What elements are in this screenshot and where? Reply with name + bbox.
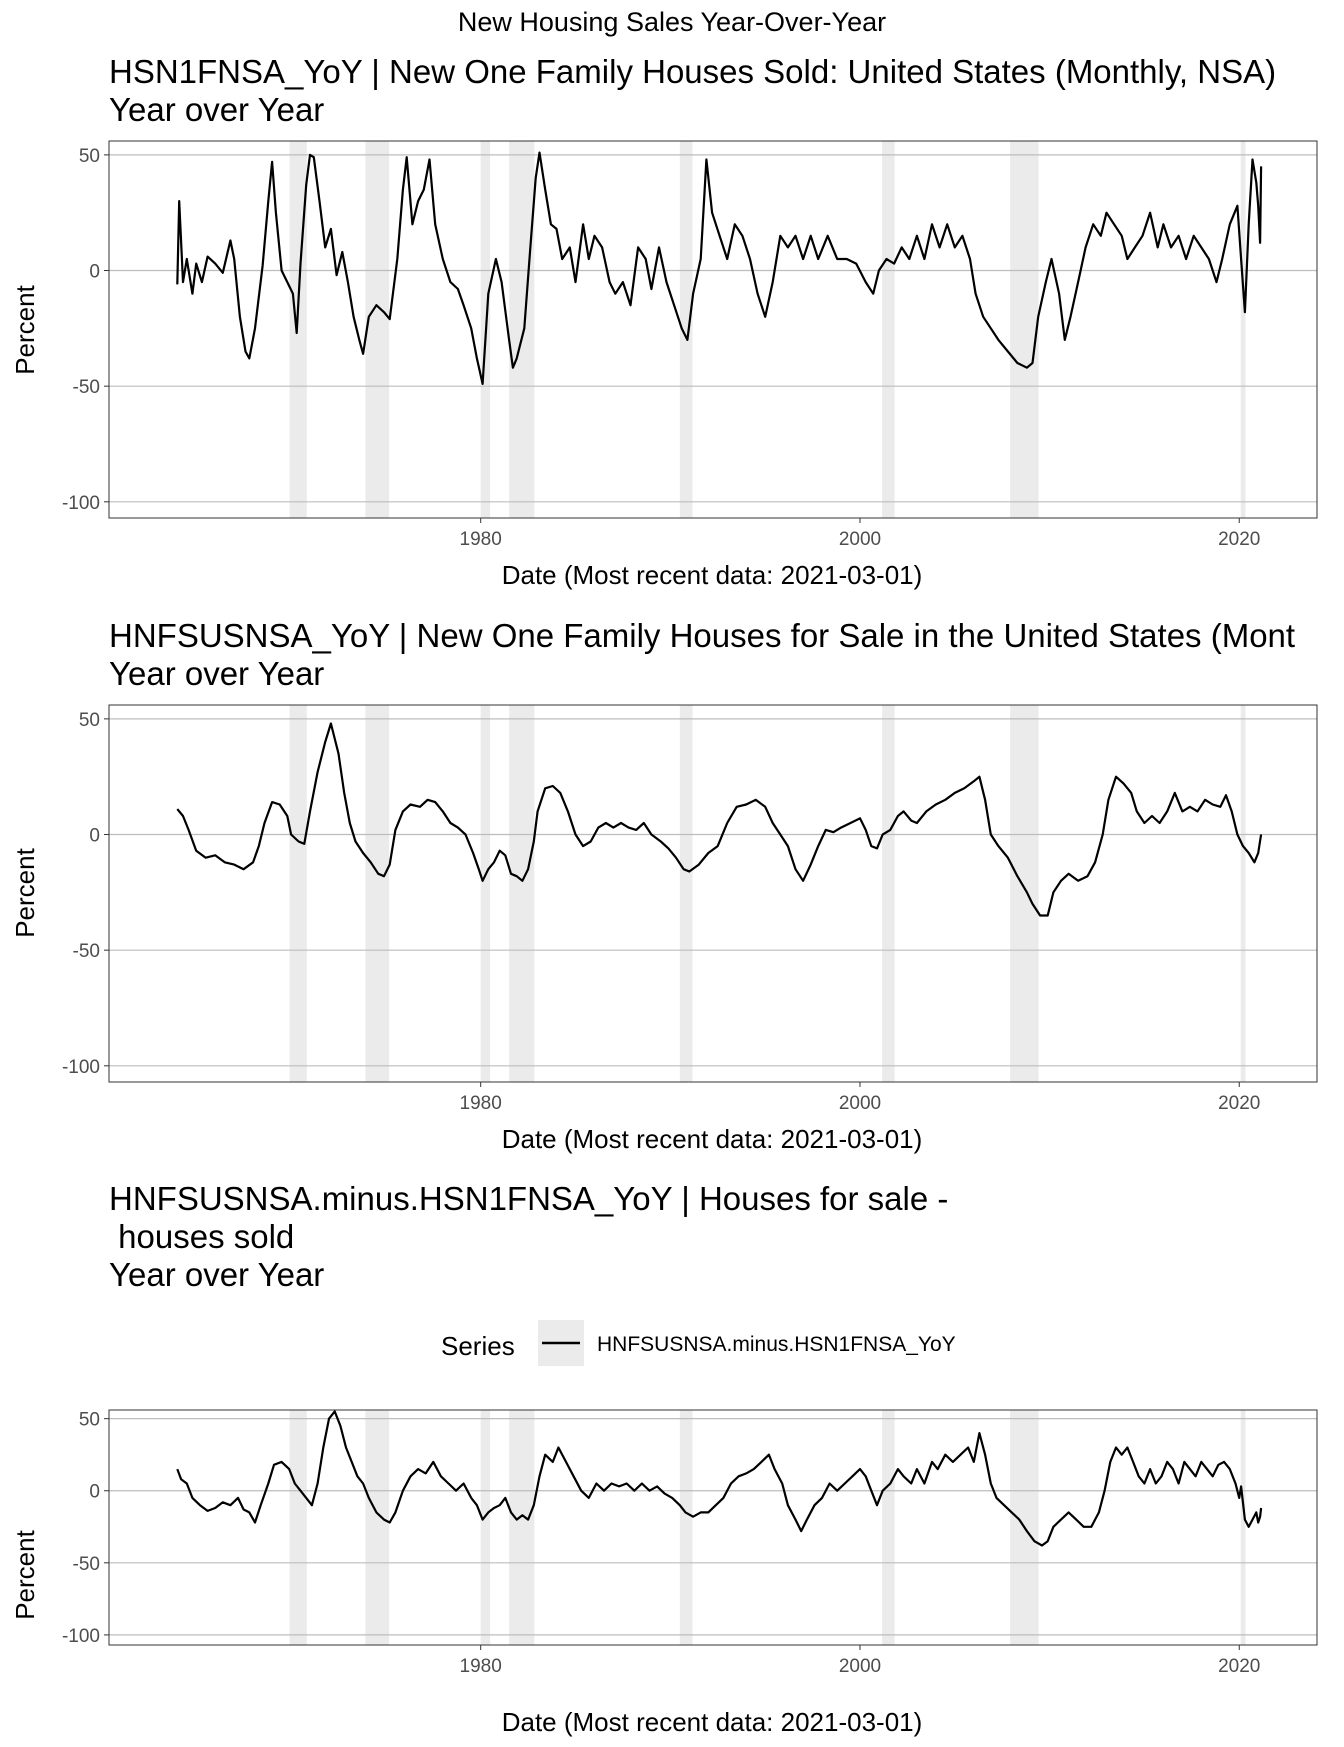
recession-band	[1240, 705, 1246, 1082]
panel-1: HSN1FNSA_YoY | New One Family Houses Sol…	[10, 53, 1318, 590]
panel-2-plot: -100 -50 0 50 1980 2000 2020	[62, 704, 1318, 1114]
recession-band	[509, 705, 535, 1082]
y-tick-label: -100	[62, 1626, 100, 1647]
recession-band	[365, 141, 390, 518]
y-tick-label: 0	[89, 826, 100, 847]
y-tick-label: -100	[62, 1057, 100, 1078]
recession-band	[882, 705, 895, 1082]
panel-3-plot: -100 -50 0 50 1980 2000 2020	[62, 1409, 1318, 1677]
legend-title: Series	[441, 1331, 515, 1361]
recession-band	[289, 705, 307, 1082]
panel-2-subtitle: Year over Year	[109, 655, 324, 692]
y-tick-label: 50	[79, 146, 100, 167]
recession-band	[509, 141, 535, 518]
legend-entry-label: HNFSUSNSA.minus.HSN1FNSA_YoY	[597, 1333, 956, 1356]
y-tick-label: 50	[79, 710, 100, 731]
recession-band	[289, 1410, 307, 1645]
panel-3: HNFSUSNSA.minus.HSN1FNSA_YoY | Houses fo…	[10, 1180, 1318, 1737]
plot-border	[108, 704, 1318, 1083]
main-title: New Housing Sales Year-Over-Year	[458, 7, 886, 37]
recession-band	[1010, 705, 1039, 1082]
recession-band	[679, 141, 693, 518]
plot-background	[109, 705, 1317, 1082]
panel-1-y-axis-label: Percent	[10, 284, 40, 374]
panel-2: HNFSUSNSA_YoY | New One Family Houses fo…	[10, 617, 1318, 1154]
recession-band	[1240, 141, 1246, 518]
panel-2-y-axis-label: Percent	[10, 847, 40, 937]
panel-3-title-line2: houses sold	[109, 1218, 294, 1255]
series-line	[176, 1410, 1263, 1547]
panel-3-subtitle: Year over Year	[109, 1256, 324, 1293]
x-tick-label: 1980	[460, 529, 502, 550]
recession-band	[480, 705, 491, 1082]
x-tick-label: 2000	[839, 1093, 881, 1114]
y-tick-label: -100	[62, 493, 100, 514]
recession-band	[509, 1410, 535, 1645]
panel-2-x-axis-label: Date (Most recent data: 2021-03-01)	[502, 1124, 923, 1154]
panel-1-title: HSN1FNSA_YoY | New One Family Houses Sol…	[109, 53, 1276, 90]
recession-band	[365, 705, 390, 1082]
series-line	[176, 722, 1263, 917]
x-tick-label: 2020	[1218, 1093, 1260, 1114]
recession-band	[679, 1410, 693, 1645]
legend: Series HNFSUSNSA.minus.HSN1FNSA_YoY	[441, 1320, 956, 1366]
y-tick-label: 0	[89, 262, 100, 283]
panel-1-x-axis-label: Date (Most recent data: 2021-03-01)	[502, 560, 923, 590]
recession-band	[365, 1410, 390, 1645]
x-tick-label: 2000	[839, 529, 881, 550]
panel-3-title: HNFSUSNSA.minus.HSN1FNSA_YoY | Houses fo…	[109, 1180, 948, 1217]
x-tick-label: 2020	[1218, 1656, 1260, 1677]
plot-border	[108, 1409, 1318, 1646]
y-tick-label: -50	[73, 1554, 100, 1575]
x-tick-label: 1980	[460, 1093, 502, 1114]
x-tick-label: 2020	[1218, 529, 1260, 550]
y-tick-label: 50	[79, 1410, 100, 1431]
recession-band	[1010, 141, 1039, 518]
recession-band	[882, 1410, 895, 1645]
panel-3-x-axis-label: Date (Most recent data: 2021-03-01)	[502, 1707, 923, 1737]
x-tick-label: 1980	[460, 1656, 502, 1677]
y-tick-label: -50	[73, 941, 100, 962]
panel-3-y-axis-label: Percent	[10, 1529, 40, 1619]
y-tick-label: -50	[73, 377, 100, 398]
plot-background	[109, 141, 1317, 518]
panel-1-plot: -100 -50 0 50 1980 2000 2020	[62, 140, 1318, 550]
plot-border	[108, 140, 1318, 519]
panel-1-subtitle: Year over Year	[109, 91, 324, 128]
recession-band	[1240, 1410, 1246, 1645]
recession-band	[679, 705, 693, 1082]
recession-band	[480, 1410, 491, 1645]
x-tick-label: 2000	[839, 1656, 881, 1677]
recession-band	[882, 141, 895, 518]
series-line	[176, 151, 1263, 385]
panel-2-title: HNFSUSNSA_YoY | New One Family Houses fo…	[109, 617, 1295, 654]
y-tick-label: 0	[89, 1482, 100, 1503]
